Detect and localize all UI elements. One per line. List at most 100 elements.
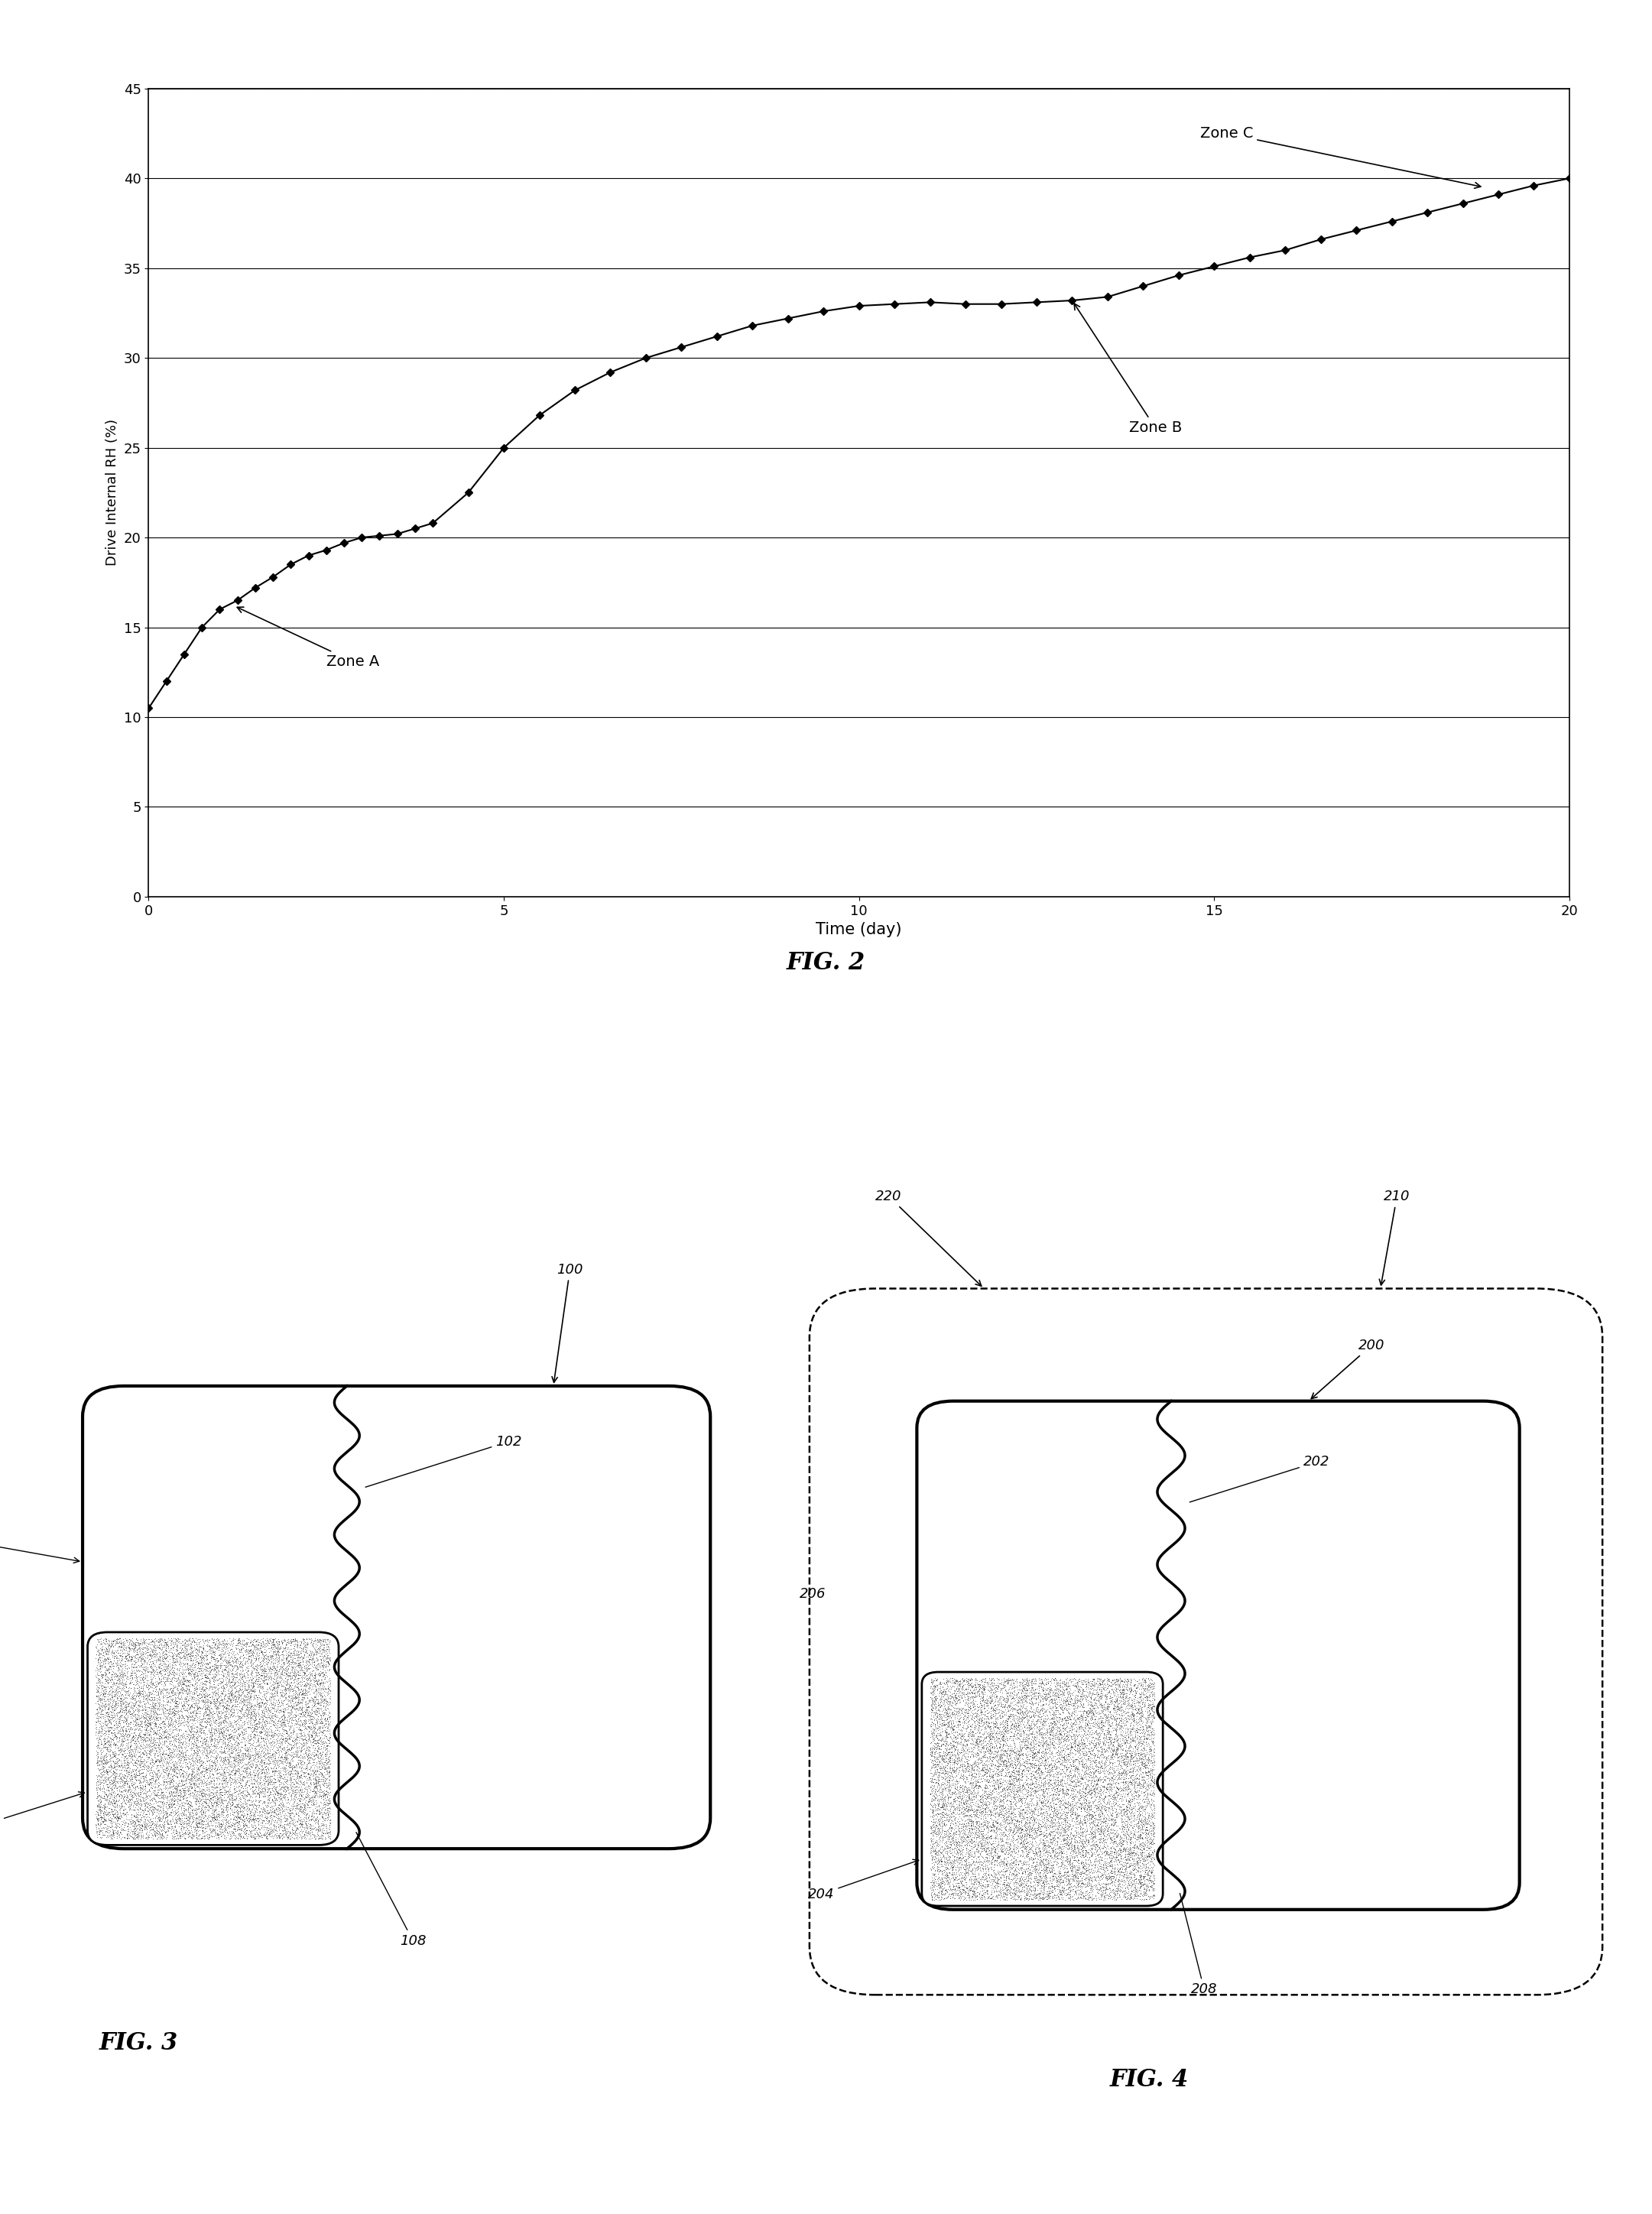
Point (1047, 1725, 1074, 1760)
Point (980, 1740, 1006, 1776)
Point (1092, 1778, 1118, 1813)
Point (117, 1652, 144, 1687)
Point (230, 1663, 256, 1698)
Point (154, 1745, 180, 1780)
Point (223, 1660, 249, 1696)
Point (1122, 1736, 1148, 1771)
Point (1117, 1842, 1143, 1877)
Point (140, 1725, 167, 1760)
Point (312, 1782, 339, 1818)
Point (299, 1798, 325, 1833)
Point (231, 1722, 258, 1758)
Point (187, 1672, 213, 1707)
Point (973, 1787, 999, 1822)
Point (119, 1778, 145, 1813)
Point (274, 1658, 301, 1694)
Point (84, 1765, 111, 1800)
Point (971, 1849, 998, 1884)
Point (986, 1738, 1013, 1773)
Point (952, 1798, 978, 1833)
Point (299, 1627, 325, 1663)
Point (249, 1672, 276, 1707)
Point (955, 1758, 981, 1793)
Point (210, 1705, 236, 1740)
Point (1034, 1846, 1061, 1882)
Point (177, 1747, 203, 1782)
Point (254, 1700, 281, 1736)
Point (996, 1676, 1023, 1711)
Point (1057, 1800, 1084, 1835)
Point (178, 1769, 205, 1804)
Point (991, 1714, 1018, 1749)
Point (1087, 1798, 1113, 1833)
Point (1140, 1787, 1166, 1822)
Point (958, 1720, 985, 1756)
Point (203, 1773, 230, 1809)
Point (1115, 1742, 1142, 1778)
Point (291, 1672, 317, 1707)
Point (294, 1776, 320, 1811)
Point (155, 1745, 182, 1780)
Point (1112, 1778, 1138, 1813)
Point (993, 1773, 1019, 1809)
Point (1095, 1667, 1122, 1703)
Point (122, 1727, 149, 1762)
Point (149, 1789, 175, 1824)
Point (170, 1818, 197, 1853)
Point (177, 1678, 203, 1714)
Point (1095, 1818, 1122, 1853)
Point (289, 1638, 316, 1674)
Point (1118, 1689, 1145, 1725)
Point (106, 1742, 132, 1778)
Point (970, 1722, 996, 1758)
Point (213, 1654, 240, 1689)
Point (948, 1718, 975, 1753)
Point (276, 1813, 302, 1849)
Point (1003, 1831, 1029, 1866)
Point (263, 1630, 289, 1665)
Point (297, 1740, 324, 1776)
Point (154, 1643, 180, 1678)
Point (116, 1705, 142, 1740)
Point (1100, 1687, 1127, 1722)
Point (248, 1687, 274, 1722)
Point (221, 1818, 248, 1853)
Point (299, 1780, 325, 1815)
Point (948, 1782, 975, 1818)
Point (226, 1691, 253, 1727)
Point (165, 1734, 192, 1769)
Point (218, 1727, 244, 1762)
Point (178, 1654, 205, 1689)
Point (981, 1778, 1008, 1813)
Point (296, 1787, 322, 1822)
Point (1034, 1680, 1061, 1716)
Point (990, 1667, 1016, 1703)
Point (943, 1685, 970, 1720)
Point (927, 1756, 953, 1791)
Point (175, 1722, 202, 1758)
Point (253, 1725, 279, 1760)
Point (225, 1711, 251, 1747)
Point (192, 1687, 218, 1722)
Point (920, 1747, 947, 1782)
Point (273, 1745, 299, 1780)
Point (170, 1796, 197, 1831)
Point (1009, 1820, 1036, 1855)
Point (986, 1787, 1013, 1822)
Point (159, 1765, 185, 1800)
Point (107, 1760, 134, 1796)
Point (1039, 1709, 1066, 1745)
Point (950, 1672, 976, 1707)
Point (1117, 1820, 1143, 1855)
Point (1102, 1691, 1128, 1727)
Point (990, 1831, 1016, 1866)
Point (258, 1773, 284, 1809)
Point (983, 1864, 1009, 1900)
Point (159, 1818, 185, 1853)
Point (116, 1678, 142, 1714)
Point (1070, 1866, 1097, 1902)
Point (170, 1793, 197, 1829)
Point (998, 1714, 1024, 1749)
Point (307, 1705, 334, 1740)
Point (1013, 1742, 1039, 1778)
